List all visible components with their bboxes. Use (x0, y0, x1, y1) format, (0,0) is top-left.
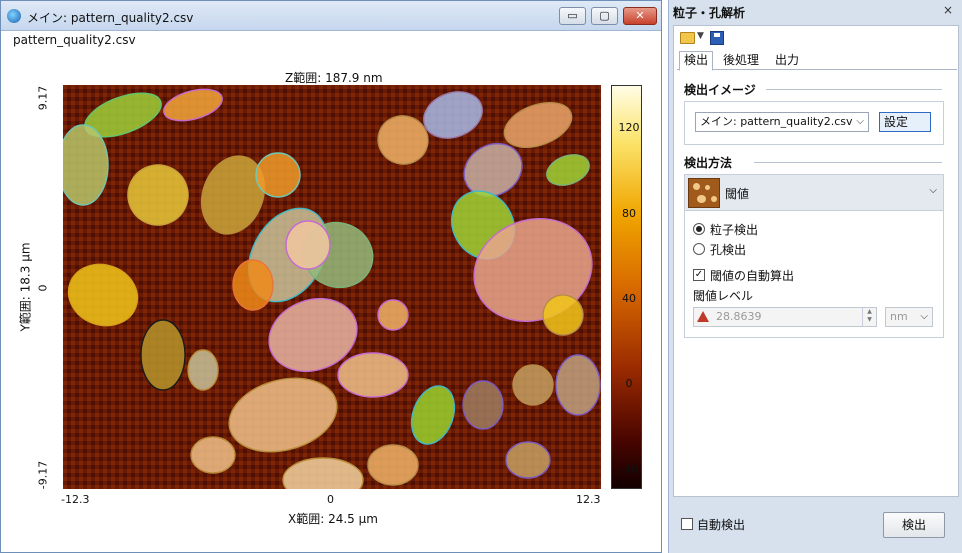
panel-close-icon[interactable]: × (942, 3, 953, 17)
particle-detect-label: 粒子検出 (710, 223, 759, 237)
unit-value: nm (890, 310, 908, 323)
unit-select[interactable]: nm ⌵ (885, 307, 933, 327)
particle-region (190, 436, 236, 474)
hole-detect-label: 孔検出 (710, 243, 747, 257)
divider (766, 89, 942, 90)
panel-content: ▼ 検出 後処理 出力 検出イメージ メイン: pattern_quality2… (673, 25, 959, 497)
auto-threshold-checkbox[interactable]: ✓ (693, 269, 705, 281)
afm-image-canvas (63, 85, 601, 489)
x-tick-label: 0 (327, 493, 334, 506)
particle-region (285, 220, 331, 270)
particle-region (187, 349, 219, 391)
method-dropdown[interactable]: 閾値 ⌵ (685, 175, 943, 211)
detection-method-group: 閾値 ⌵ 粒子検出 孔検出 ✓ 閾値の自動算出 閾値レベル 28.8639 ▲ ▼… (684, 174, 944, 338)
auto-detect-checkbox[interactable] (681, 518, 693, 530)
particle-region (282, 457, 364, 489)
source-image-select[interactable]: メイン: pattern_quality2.csv ⌵ (695, 112, 869, 132)
y-range-title: Y範囲: 18.3 µm (18, 242, 33, 332)
x-tick-label: -12.3 (61, 493, 90, 506)
particle-region (505, 441, 551, 479)
particle-region (555, 354, 601, 416)
particle-region (232, 259, 274, 311)
chevron-down-icon: ⌵ (856, 116, 864, 127)
auto-detect-label: 自動検出 (697, 518, 746, 532)
maximize-button[interactable]: ▢ (591, 7, 618, 25)
app-icon (7, 9, 21, 23)
particle-analysis-panel: 粒子・孔解析 × ▼ 検出 後処理 出力 検出イメージ メイン: pattern… (668, 0, 962, 553)
particle-region (140, 319, 186, 391)
colorbar (611, 85, 642, 489)
settings-button[interactable]: 設定 (879, 112, 931, 132)
particle-region (163, 88, 223, 122)
colorbar-tick-label: 80 (622, 207, 636, 220)
particle-region (503, 102, 573, 148)
main-window: メイン: pattern_quality2.csv ▭ ▢ ✕ pattern_… (0, 0, 662, 553)
particle-region (200, 155, 266, 235)
particle-region (410, 385, 456, 445)
threshold-value: 28.8639 (716, 310, 762, 323)
auto-threshold-label: 閾値の自動算出 (710, 269, 795, 283)
panel-tabs: 検出 後処理 出力 (677, 50, 957, 71)
colorbar-tick-label: 40 (622, 292, 636, 305)
colorbar-tick-label: 120 (618, 121, 640, 134)
y-tick-label: -9.17 (36, 460, 50, 490)
chevron-down-icon: ⌵ (929, 185, 937, 196)
y-tick-label: 0 (36, 284, 50, 292)
colorbar-tick-label: 0 (625, 377, 633, 390)
particle-region (255, 152, 301, 198)
detection-image-heading: 検出イメージ (684, 83, 756, 97)
particle-region (127, 164, 189, 226)
detect-button[interactable]: 検出 (883, 512, 945, 538)
minimize-button[interactable]: ▭ (559, 7, 586, 25)
file-name-label: pattern_quality2.csv (13, 33, 136, 47)
warning-icon (697, 311, 709, 322)
chevron-down-icon: ⌵ (920, 311, 928, 322)
hole-detect-radio[interactable] (693, 243, 705, 255)
particle-region (377, 115, 429, 165)
tab-detect[interactable]: 検出 (679, 51, 714, 71)
source-image-value: メイン: pattern_quality2.csv (700, 115, 853, 128)
dropdown-arrow-icon[interactable]: ▼ (697, 31, 704, 41)
detection-method-heading: 検出方法 (684, 156, 733, 170)
spin-buttons[interactable]: ▲ ▼ (862, 308, 876, 326)
open-folder-icon[interactable] (680, 32, 695, 44)
x-range-title: X範囲: 24.5 µm (288, 512, 378, 526)
tab-postprocess[interactable]: 後処理 (723, 53, 760, 67)
particle-region (63, 124, 109, 206)
z-range-title: Z範囲: 187.9 nm (285, 71, 383, 85)
save-icon[interactable] (710, 31, 724, 45)
threshold-method-icon (688, 178, 720, 208)
main-titlebar[interactable]: メイン: pattern_quality2.csv ▭ ▢ ✕ (1, 1, 661, 31)
close-button[interactable]: ✕ (623, 7, 657, 25)
tab-output[interactable]: 出力 (775, 53, 800, 67)
panel-title: 粒子・孔解析 (673, 6, 746, 20)
particle-region (542, 294, 584, 336)
particle-region (546, 154, 590, 186)
particle-region (67, 263, 139, 327)
detection-image-group: メイン: pattern_quality2.csv ⌵ 設定 (684, 101, 944, 145)
window-title: メイン: pattern_quality2.csv (27, 11, 194, 25)
colorbar-tick-label: -40 (620, 463, 638, 476)
threshold-input[interactable]: 28.8639 ▲ ▼ (693, 307, 877, 327)
panel-header: 粒子・孔解析 × (669, 0, 962, 24)
y-tick-label: 9.17 (36, 85, 50, 111)
particle-region (512, 364, 554, 406)
x-tick-label: 12.3 (576, 493, 601, 506)
particle-region (463, 142, 523, 198)
particle-region (423, 91, 483, 139)
divider (754, 162, 942, 163)
particle-region (462, 380, 504, 430)
threshold-level-label: 閾値レベル (693, 289, 754, 303)
particle-region (268, 297, 358, 373)
particle-region (337, 352, 409, 398)
particle-region (377, 299, 409, 331)
particle-region (228, 377, 338, 453)
panel-footer: 自動検出 検出 (669, 498, 962, 553)
afm-image[interactable] (63, 85, 601, 489)
method-value: 閾値 (725, 187, 750, 201)
particle-detect-radio[interactable] (693, 223, 705, 235)
particle-region (367, 444, 419, 486)
particles (63, 88, 601, 489)
